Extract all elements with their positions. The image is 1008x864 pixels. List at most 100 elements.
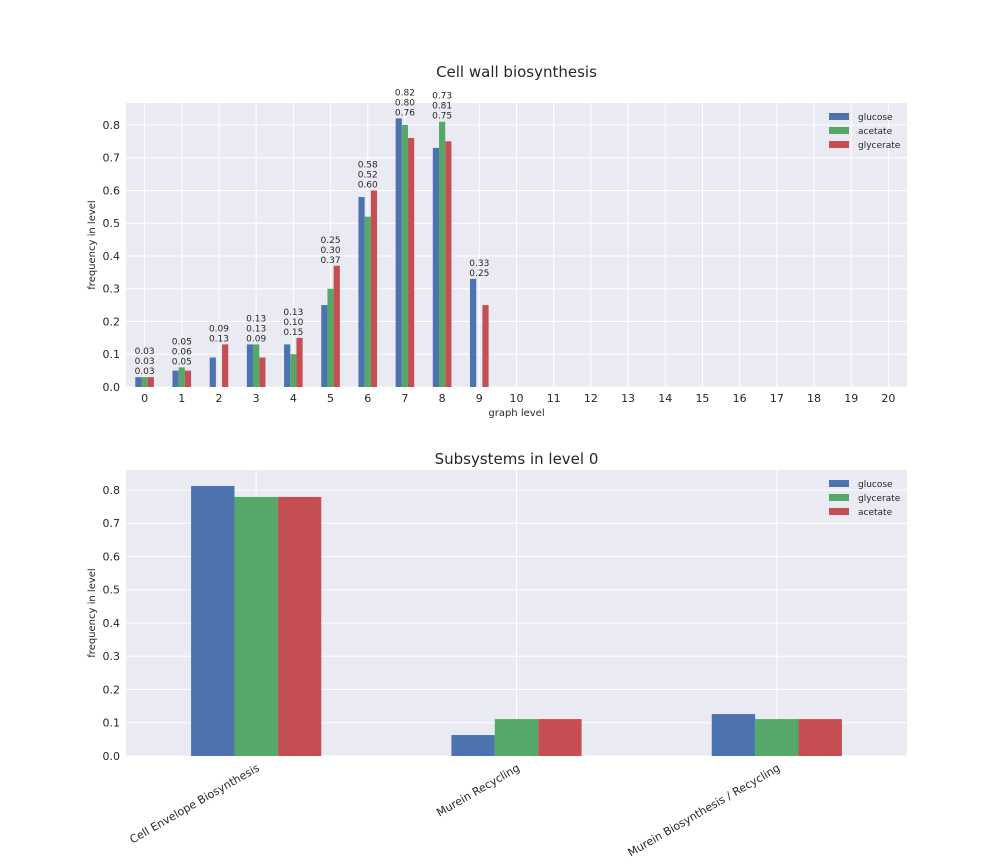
bar-value-label: 0.03: [135, 367, 155, 377]
legend-swatch: [829, 480, 849, 487]
bar-acetate: [277, 496, 322, 756]
x-tick-label: 19: [844, 392, 858, 405]
bar-glycerate: [494, 719, 539, 756]
bar-glucose: [321, 305, 328, 387]
bar-glycerate: [147, 377, 154, 387]
x-tick-label: 6: [364, 392, 371, 405]
bar-value-label: 0.13: [246, 324, 266, 334]
bar-glucose: [284, 344, 291, 387]
y-tick-label: 0.1: [103, 348, 121, 361]
legend-label: acetate: [858, 508, 893, 518]
bar-glycerate: [184, 370, 192, 387]
bar-glycerate: [333, 265, 340, 387]
y-tick-label: 0.5: [103, 217, 121, 230]
x-tick-label: 14: [658, 392, 672, 405]
bar-value-label: 0.05: [172, 357, 192, 367]
bar-value-label: 0.73: [432, 92, 452, 102]
bar-glucose: [470, 278, 477, 387]
bar-value-label: 0.58: [358, 160, 378, 170]
bar-value-label: 0.15: [283, 328, 303, 338]
x-tick-label: Murein Biosynthesis / Recycling: [626, 761, 783, 859]
y-tick-label: 0.4: [103, 617, 121, 630]
bar-value-label: 0.60: [358, 180, 378, 190]
x-tick-label: 2: [215, 392, 222, 405]
y-tick-label: 0.8: [103, 119, 121, 132]
y-tick-label: 0.7: [103, 517, 121, 530]
legend-label: glucose: [858, 113, 893, 123]
y-tick-label: 0.2: [103, 683, 121, 696]
bar-acetate: [141, 377, 148, 387]
legend-label: glycerate: [858, 141, 901, 151]
y-tick-label: 0.0: [103, 750, 121, 763]
x-tick-label: Murein Recycling: [434, 761, 522, 819]
bar-value-label: 0.25: [469, 269, 489, 279]
bar-value-label: 0.13: [209, 334, 229, 344]
y-tick-label: 0.4: [103, 250, 121, 263]
bar-acetate: [253, 344, 260, 387]
bar-acetate: [364, 216, 371, 387]
bar-value-label: 0.13: [283, 308, 303, 318]
bar-acetate: [401, 124, 409, 387]
y-tick-label: 0.6: [103, 550, 121, 563]
bar-value-label: 0.05: [172, 337, 192, 347]
x-tick-label: 12: [584, 392, 598, 405]
x-tick-label: 13: [621, 392, 635, 405]
x-tick-label: 7: [401, 392, 408, 405]
bar-acetate: [798, 719, 842, 756]
y-tick-label: 0.0: [103, 381, 121, 394]
x-tick-label: 1: [178, 392, 185, 405]
x-tick-label: 18: [807, 392, 821, 405]
bar-glycerate: [370, 190, 378, 387]
y-tick-label: 0.7: [103, 152, 121, 165]
legend-swatch: [829, 508, 849, 515]
x-tick-label: 9: [476, 392, 483, 405]
bar-value-label: 0.13: [246, 314, 266, 324]
bar-value-label: 0.30: [321, 246, 341, 256]
bar-acetate: [178, 367, 185, 387]
bar-value-label: 0.75: [432, 112, 452, 122]
chart-title: Subsystems in level 0: [435, 450, 599, 468]
chart-title: Cell wall biosynthesis: [436, 63, 597, 81]
bar-glucose: [432, 147, 440, 387]
x-tick-label: Cell Envelope Biosynthesis: [128, 761, 262, 846]
bar-glucose: [711, 714, 756, 756]
bar-glycerate: [445, 141, 452, 387]
bar-value-label: 0.03: [135, 357, 155, 367]
bar-glucose: [246, 344, 254, 387]
legend-label: glucose: [858, 480, 893, 490]
x-tick-label: 20: [881, 392, 895, 405]
x-axis-label: graph level: [488, 408, 544, 419]
bar-acetate: [538, 719, 582, 756]
y-tick-label: 0.2: [103, 315, 121, 328]
bar-value-label: 0.09: [246, 334, 266, 344]
bar-glycerate: [259, 357, 266, 387]
bar-glucose: [209, 357, 216, 387]
bar-glycerate: [234, 496, 278, 756]
bar-glucose: [451, 735, 495, 756]
y-tick-label: 0.8: [103, 484, 121, 497]
x-tick-label: 5: [327, 392, 334, 405]
y-tick-label: 0.3: [103, 650, 121, 663]
x-tick-label: 11: [547, 392, 561, 405]
legend-label: acetate: [858, 127, 893, 137]
bar-value-label: 0.25: [321, 236, 341, 246]
bar-value-label: 0.03: [135, 347, 155, 357]
bar-glycerate: [408, 138, 415, 387]
bar-value-label: 0.52: [358, 170, 378, 180]
legend-swatch: [829, 113, 849, 120]
chart-0: 0.00.10.20.30.40.50.60.70.80.030.030.030…: [87, 63, 907, 419]
bar-value-label: 0.10: [283, 318, 303, 328]
bar-glucose: [191, 485, 235, 756]
chart-1: 0.0 0.1 0.2 0.3 0.4 0.5 0.6 0.7 0.8 Cell Envelope…: [87, 450, 907, 859]
x-tick-label: 8: [439, 392, 446, 405]
bar-value-label: 0.80: [395, 98, 415, 108]
y-tick-label: 0.5: [103, 584, 121, 597]
y-tick-label: 0.1: [103, 717, 121, 730]
legend-swatch: [829, 127, 849, 134]
bar-glycerate: [482, 305, 489, 387]
bar-acetate: [327, 288, 334, 387]
bar-value-label: 0.06: [172, 347, 192, 357]
bar-acetate: [439, 121, 446, 388]
legend-swatch: [829, 141, 849, 148]
